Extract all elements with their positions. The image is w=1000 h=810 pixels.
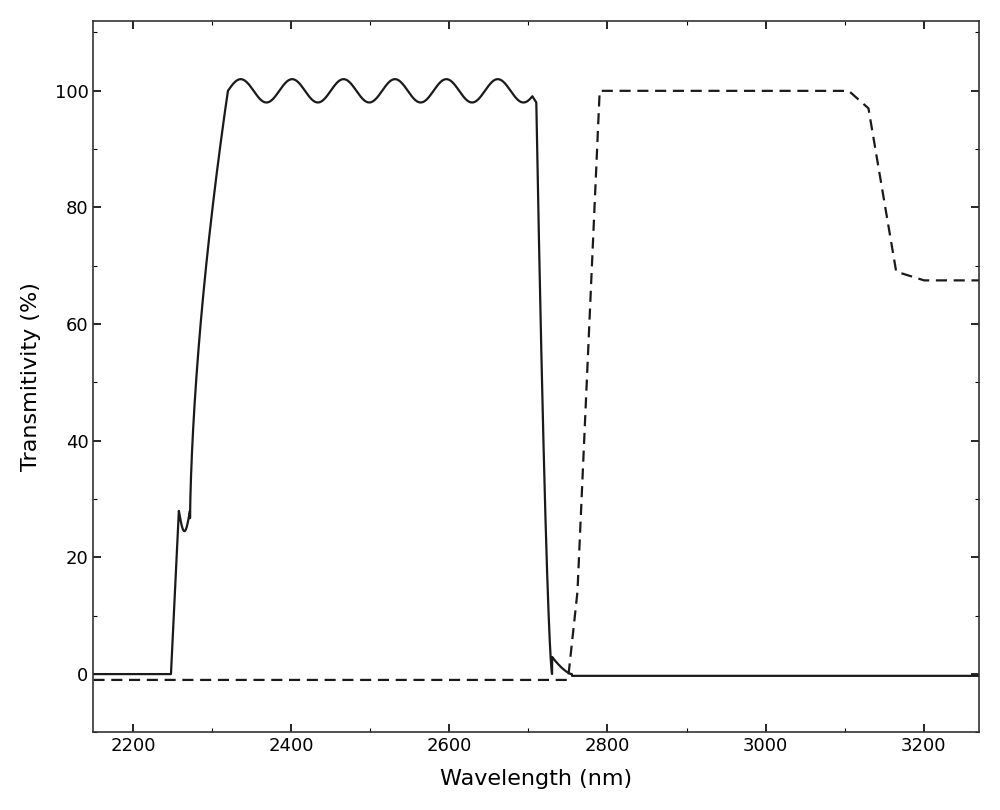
- Y-axis label: Transmitivity (%): Transmitivity (%): [21, 282, 41, 471]
- X-axis label: Wavelength (nm): Wavelength (nm): [440, 770, 632, 789]
